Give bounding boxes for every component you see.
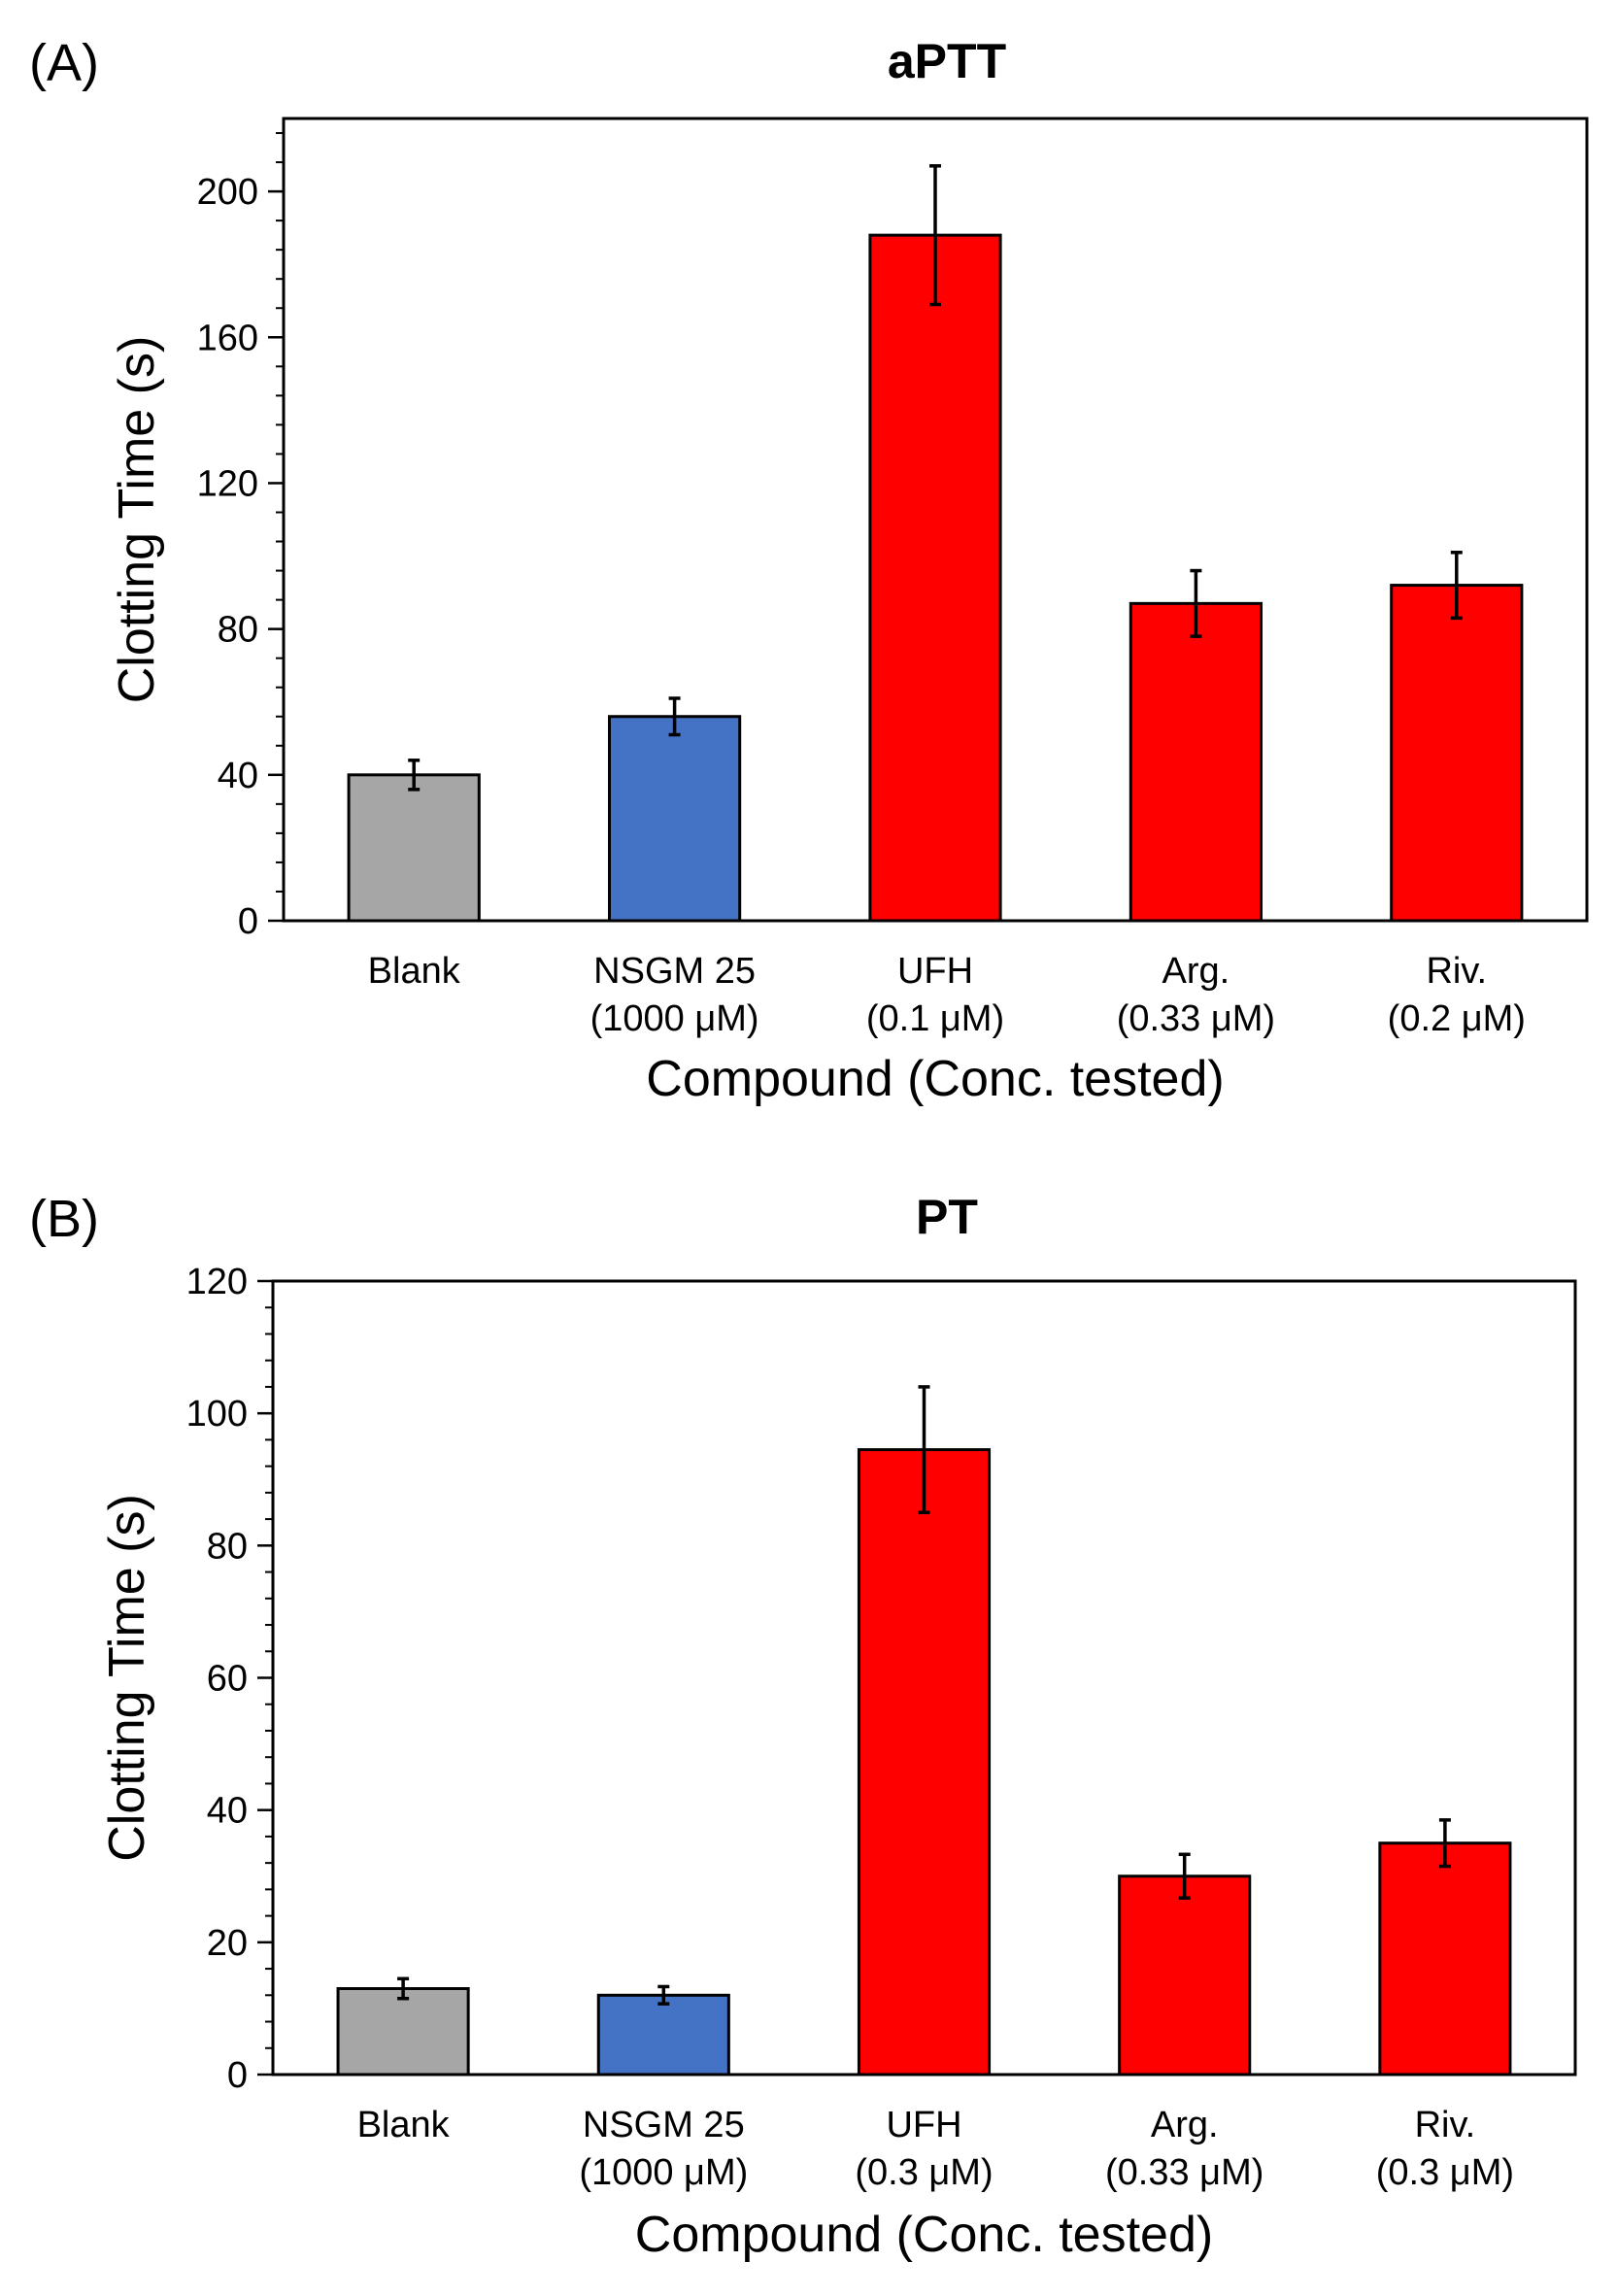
category-label: UFH	[886, 2105, 961, 2145]
y-tick-label: 200	[197, 172, 258, 213]
x-axis-title: Compound (Conc. tested)	[646, 1051, 1224, 1107]
category-conc-label: (0.1 μM)	[866, 998, 1004, 1039]
plot-frame	[282, 117, 1589, 923]
y-tick-label: 20	[207, 1923, 248, 1964]
category-conc-label: (0.3 μM)	[1376, 2152, 1514, 2193]
bar	[1378, 1841, 1512, 2077]
category-conc-label: (1000 μM)	[590, 998, 759, 1039]
category-label: Arg.	[1151, 2105, 1219, 2145]
category-conc-label: (0.2 μM)	[1388, 998, 1526, 1039]
y-axis-title: Clotting Time (s)	[99, 1494, 155, 1862]
category-conc-label: (0.33 μM)	[1105, 2152, 1263, 2193]
panel-label-a: (A)	[29, 34, 99, 92]
y-tick-label: 80	[218, 610, 258, 651]
panel-a-aptt: (A) aPTT 0 40 80 120 160 200 Blank NSGM 25 (1000…	[0, 0, 1617, 1127]
chart-a-svg: 0 40 80 120 160 200 Blank NSGM 25 (1000 μM) UFH (0…	[109, 117, 1589, 1107]
category-conc-label: (1000 μM)	[579, 2152, 748, 2193]
y-tick-label: 40	[207, 1791, 248, 1832]
category-label: NSGM 25	[593, 951, 756, 992]
y-tick-label: 120	[197, 463, 258, 504]
y-tick-label: 60	[207, 1659, 248, 1700]
chart-title-b: PT	[916, 1190, 978, 1244]
x-axis-title: Compound (Conc. tested)	[635, 2207, 1213, 2263]
y-tick-label: 0	[227, 2055, 248, 2096]
bar	[868, 233, 1002, 923]
panel-label-b: (B)	[29, 1190, 99, 1248]
category-label: Blank	[357, 2105, 451, 2145]
category-label: Riv.	[1415, 2105, 1476, 2145]
bar	[608, 715, 742, 923]
bar	[1129, 601, 1263, 923]
category-label: Arg.	[1162, 951, 1230, 992]
bar	[596, 1993, 730, 2077]
y-axis-title: Clotting Time (s)	[109, 336, 165, 704]
bar	[347, 773, 481, 923]
chart-b-svg: 0 20 40 60 80 100 120 Blank NSGM 25 (1000 μM) UFH (…	[99, 1262, 1577, 2263]
category-label: UFH	[897, 951, 973, 992]
bar	[857, 1448, 992, 2077]
y-tick-label: 100	[186, 1394, 248, 1435]
panel-b-pt: (B) PT 0 20 40 60 80 100 120 Blank NSGM 25 (1000 …	[0, 1156, 1617, 2296]
chart-title-a: aPTT	[887, 34, 1007, 88]
bar	[1390, 584, 1524, 923]
plot-frame	[271, 1279, 1577, 2077]
category-label: Riv.	[1426, 951, 1487, 992]
bar	[1118, 1874, 1252, 2077]
y-tick-label: 80	[207, 1526, 248, 1567]
y-tick-label: 120	[186, 1262, 248, 1302]
y-tick-label: 40	[218, 756, 258, 796]
category-conc-label: (0.3 μM)	[855, 2152, 993, 2193]
y-tick-label: 0	[238, 901, 258, 942]
bar	[336, 1986, 470, 2077]
y-tick-label: 160	[197, 318, 258, 358]
category-label: NSGM 25	[583, 2105, 745, 2145]
category-conc-label: (0.33 μM)	[1117, 998, 1275, 1039]
category-label: Blank	[368, 951, 461, 992]
